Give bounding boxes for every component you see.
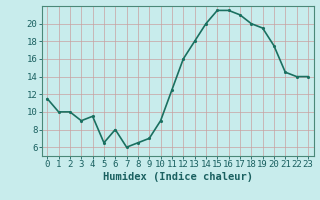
X-axis label: Humidex (Indice chaleur): Humidex (Indice chaleur) [103, 172, 252, 182]
